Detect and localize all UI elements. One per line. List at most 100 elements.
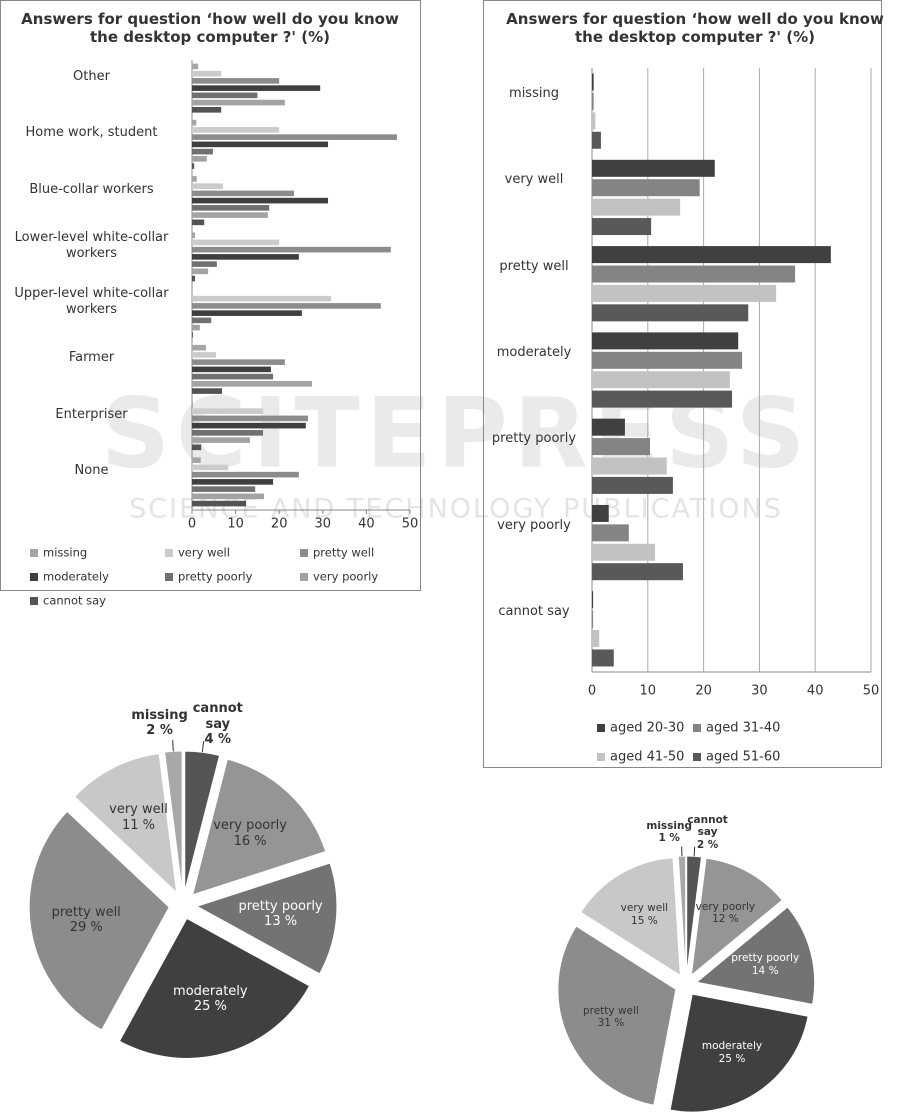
bar [192,163,195,169]
bar [592,284,777,302]
bar [192,148,213,155]
bar [192,78,280,84]
pie-label: 14 % [751,964,779,977]
y-tick-label: pretty poorly [484,413,584,465]
bar [592,265,796,283]
pie-label: moderately [173,983,248,999]
legend-label: pretty poorly [178,570,253,584]
y-tick-label-box: moderately [484,327,584,379]
bar [192,268,209,275]
chart-title: Answers for question ‘how well do you kn… [20,2,400,54]
bar [192,70,222,77]
y-tick-label-box: Farmer [0,341,184,375]
pie-label: very poorly [213,817,287,833]
bar [192,388,223,394]
y-tick-label: very poorly [497,517,571,533]
x-tick-label: 10 [640,684,657,699]
legend-label: moderately [43,570,109,584]
y-tick-label: Home work, student [0,116,184,150]
bar [192,156,207,162]
chart-frame [0,0,421,591]
pie-slice [191,758,327,896]
bar [192,295,332,302]
y-tick-label-box: Blue-collar workers [0,173,184,207]
bar [192,493,264,500]
legend-label: very poorly [313,570,378,584]
pie-label: 31 % [597,1017,625,1030]
chart-frame [483,0,882,768]
y-tick-label: pretty poorly [491,431,577,447]
y-tick-label-box: Upper-level white-collar workers [14,286,168,317]
y-tick-label: missing [484,68,584,120]
bar [592,563,683,581]
bar [592,131,601,149]
pie-label: very well [109,802,168,818]
pie-label: 4 % [204,732,232,748]
y-tick-label: Enterpriser [0,398,184,432]
bar [592,179,700,197]
y-tick-label-box: very well [505,172,564,187]
y-tick-label: Farmer [0,341,184,375]
x-tick-label: 10 [227,517,244,532]
y-tick-label: pretty well [499,258,569,274]
bar [192,479,274,485]
y-tick-label: Blue-collar workers [0,173,184,207]
bar [592,112,596,130]
y-tick-label: cannot say [498,603,570,619]
bar [192,254,299,260]
legend-swatch [300,549,308,557]
legend-swatch [300,573,308,581]
legend-label: aged 51-60 [706,750,780,765]
bar [192,464,229,471]
legend-swatch [693,724,701,732]
bar [592,649,614,667]
bar [192,197,329,204]
legend-swatch [30,573,38,581]
bar [592,438,651,456]
y-tick-label: very poorly [484,499,584,551]
pie-label: pretty poorly [731,952,800,965]
chart-title: Answers for question ‘how well do you kn… [505,2,885,54]
y-tick-label-box: missing [484,68,584,120]
pie-label: pretty well 29 % [41,890,131,950]
pie-label: very poorly 16 % [205,804,295,864]
pie-label: cannot say [192,701,243,732]
bar [592,304,749,322]
y-tick-label: moderately [484,327,584,379]
y-tick-label-box: pretty poorly [484,413,584,465]
y-tick-label: None [74,462,109,478]
pie-label: 25 % [193,999,227,1015]
bar [592,159,715,177]
pie-label: pretty poorly 14 % [720,935,810,995]
bar [592,524,629,542]
bar [192,317,212,324]
legend-label: aged 41-50 [610,750,684,765]
bar [592,73,594,91]
bar [192,119,197,126]
pie-label: 2 % [146,723,173,739]
legend-label: aged 31-40 [706,721,780,736]
pie-label: 12 % [712,913,739,926]
legend-swatch [597,753,605,761]
bar [192,415,308,422]
legend-label: very well [178,546,230,560]
bar [192,408,264,414]
bar [192,381,312,387]
bar [192,92,258,99]
bar [192,500,247,507]
chart-title-box: Answers for question ‘how well do you kn… [505,2,885,54]
pie-label: very poorly [695,900,756,913]
y-tick-label: Blue-collar workers [29,181,154,197]
bar [192,205,270,211]
bar [192,457,201,463]
bar [192,486,256,492]
x-tick-label: 40 [807,684,824,699]
pie-label: 16 % [233,833,267,849]
